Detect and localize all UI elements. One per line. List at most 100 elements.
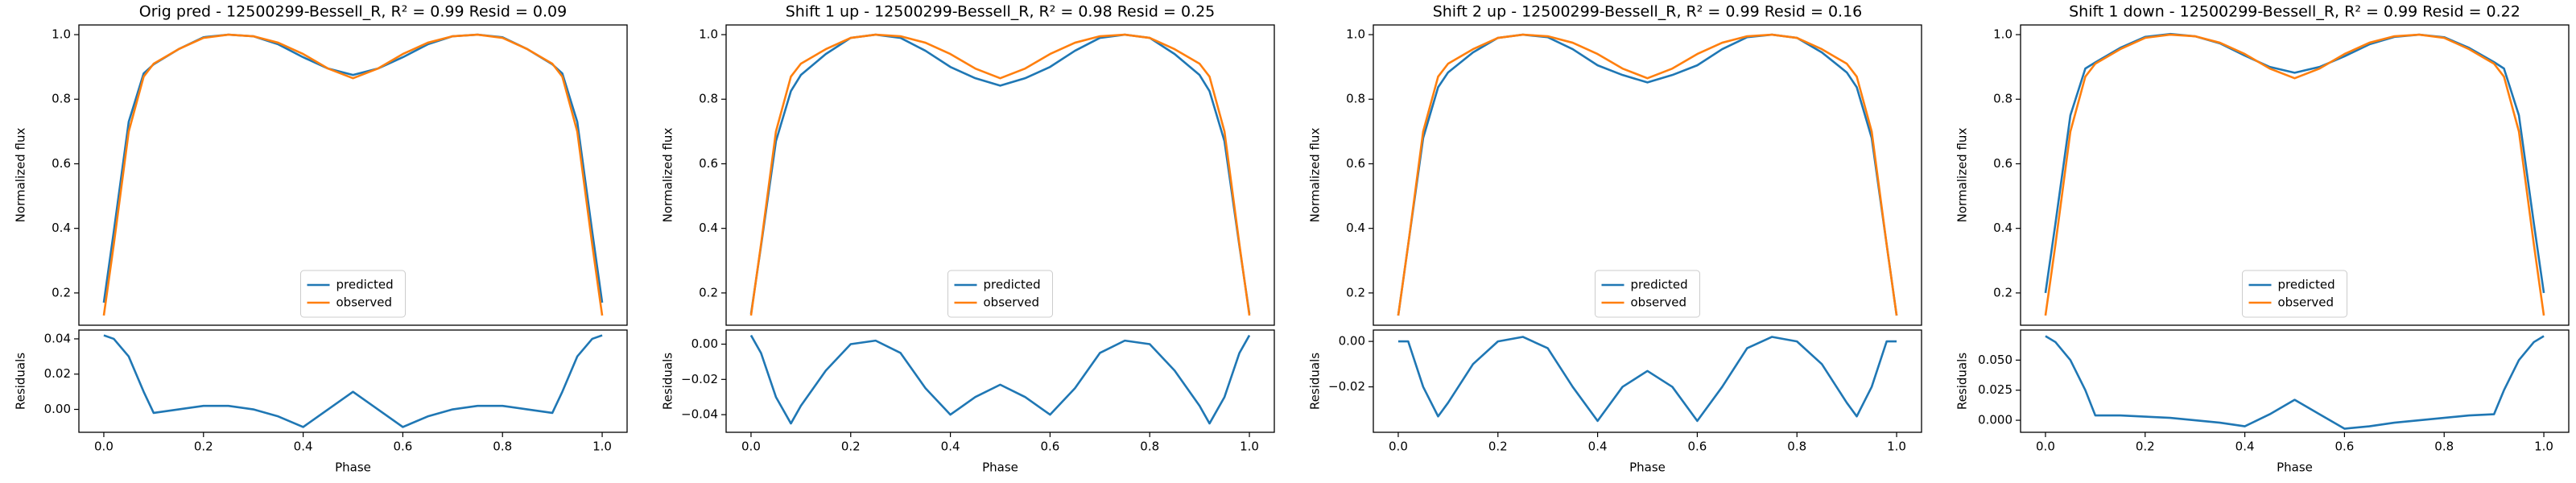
axes-frame — [1373, 329, 1922, 433]
x-tick-label: 0.0 — [1389, 440, 1408, 454]
y-tick-label: 0.00 — [691, 336, 718, 351]
legend-label: predicted — [2278, 278, 2335, 292]
series-line — [749, 33, 1251, 315]
y-tick-label: 0.4 — [52, 221, 71, 235]
x-tick-label: 0.2 — [841, 440, 861, 454]
axes-frame — [78, 329, 628, 433]
legend-label: observed — [984, 295, 1040, 310]
x-tick-label: 0.2 — [1488, 440, 1508, 454]
y-tick-label: 1.0 — [1993, 27, 2013, 42]
x-tick-label: 0.6 — [1040, 440, 1059, 454]
y-tick-label: 0.2 — [52, 285, 71, 299]
y-tick-label: 0.8 — [52, 92, 71, 106]
x-axis-label: Phase — [335, 460, 371, 475]
y-axis-label: Residuals — [14, 353, 28, 410]
axes-frame — [1373, 24, 1922, 326]
y-tick-label: 0.00 — [44, 402, 71, 416]
y-tick-label: 0.2 — [1346, 285, 1365, 299]
y-tick-label: 0.8 — [699, 92, 718, 106]
axes-frame — [2020, 24, 2570, 326]
legend-box — [2242, 270, 2347, 318]
x-tick-label: 1.0 — [592, 440, 612, 454]
y-tick-label: 0.025 — [1978, 382, 2013, 397]
y-tick-label: −0.02 — [681, 372, 718, 386]
y-tick-label: 0.6 — [1993, 156, 2013, 171]
series-line — [1397, 33, 1898, 316]
x-tick-label: 0.6 — [2334, 440, 2354, 454]
x-tick-label: 0.2 — [2136, 440, 2155, 454]
y-tick-label: 0.2 — [699, 285, 718, 299]
axes-frame — [2020, 329, 2570, 433]
y-tick-label: 0.6 — [1346, 156, 1365, 171]
residual-line — [2045, 335, 2545, 430]
x-axis-label: Phase — [982, 460, 1018, 475]
series-line — [2044, 33, 2545, 316]
y-tick-label: 0.04 — [44, 331, 71, 345]
y-tick-label: 0.050 — [1978, 353, 2013, 367]
chart-title: Shift 2 up - 12500299-Bessell_R, R² = 0.… — [1433, 3, 1863, 21]
y-tick-label: 0.000 — [1978, 413, 2013, 427]
y-axis-label: Normalized flux — [14, 128, 28, 223]
y-axis-label: Normalized flux — [661, 128, 675, 223]
y-tick-label: 1.0 — [52, 27, 71, 42]
series-line — [102, 33, 604, 316]
x-tick-label: 1.0 — [2534, 440, 2553, 454]
legend-box — [947, 270, 1053, 318]
series-line — [749, 33, 1251, 316]
y-axis-label: Residuals — [1955, 353, 1970, 410]
x-tick-label: 0.4 — [1588, 440, 1608, 454]
y-tick-label: 0.8 — [1993, 92, 2013, 106]
x-axis-label: Phase — [1629, 460, 1666, 475]
y-tick-label: 1.0 — [1346, 27, 1365, 42]
x-tick-label: 1.0 — [1240, 440, 1259, 454]
x-tick-label: 0.6 — [393, 440, 412, 454]
y-tick-label: 0.4 — [699, 221, 718, 235]
y-axis-label: Normalized flux — [1308, 128, 1323, 223]
x-tick-label: 0.6 — [1687, 440, 1707, 454]
legend-label: predicted — [984, 278, 1041, 292]
residual-line — [103, 334, 603, 428]
x-tick-label: 0.8 — [2434, 440, 2454, 454]
x-tick-label: 0.0 — [2036, 440, 2055, 454]
y-axis-label: Residuals — [661, 353, 675, 410]
legend-label: predicted — [1631, 278, 1688, 292]
chart-title: Shift 1 down - 12500299-Bessell_R, R² = … — [2069, 3, 2520, 21]
x-tick-label: 0.4 — [294, 440, 313, 454]
axes-frame — [78, 24, 628, 326]
y-tick-label: 0.00 — [1339, 334, 1365, 349]
x-tick-label: 1.0 — [1887, 440, 1906, 454]
x-tick-label: 0.4 — [941, 440, 960, 454]
y-tick-label: 1.0 — [699, 27, 718, 42]
chart-title: Shift 1 up - 12500299-Bessell_R, R² = 0.… — [786, 3, 1216, 21]
y-tick-label: 0.6 — [52, 156, 71, 171]
y-axis-label: Residuals — [1308, 353, 1323, 410]
legend-box — [300, 270, 406, 318]
legend-label: observed — [2278, 295, 2334, 310]
series-line — [102, 33, 604, 303]
chart-title: Orig pred - 12500299-Bessell_R, R² = 0.9… — [139, 3, 567, 21]
x-tick-label: 0.4 — [2235, 440, 2255, 454]
legend-label: observed — [336, 295, 393, 310]
legend-box — [1595, 270, 1700, 318]
x-tick-label: 0.8 — [493, 440, 512, 454]
series-line — [2044, 32, 2545, 294]
y-tick-label: −0.04 — [681, 407, 718, 422]
x-tick-label: 0.8 — [1787, 440, 1806, 454]
x-tick-label: 0.2 — [194, 440, 213, 454]
residual-line — [749, 334, 1251, 425]
axes-frame — [725, 24, 1275, 326]
y-tick-label: −0.02 — [1328, 379, 1365, 394]
x-axis-label: Phase — [2277, 460, 2313, 475]
y-tick-label: 0.02 — [44, 366, 71, 381]
x-tick-label: 0.0 — [94, 440, 114, 454]
residual-line — [1397, 336, 1897, 423]
y-tick-label: 0.4 — [1346, 221, 1365, 235]
x-tick-label: 0.8 — [1140, 440, 1159, 454]
legend-label: observed — [1631, 295, 1687, 310]
y-tick-label: 0.8 — [1346, 92, 1365, 106]
y-tick-label: 0.4 — [1993, 221, 2013, 235]
legend-label: predicted — [336, 278, 394, 292]
y-axis-label: Normalized flux — [1955, 128, 1970, 223]
